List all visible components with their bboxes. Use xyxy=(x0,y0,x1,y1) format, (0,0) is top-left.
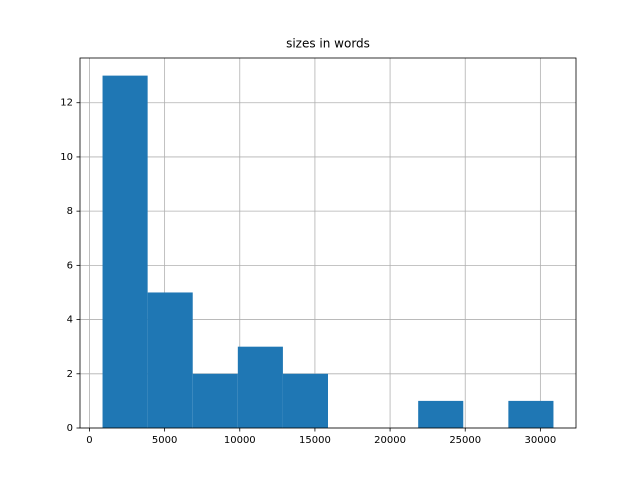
bar xyxy=(237,346,283,428)
plot-frame xyxy=(79,57,577,429)
x-tick-label: 30000 xyxy=(524,435,556,446)
bar xyxy=(192,373,238,428)
y-tick-label: 8 xyxy=(67,206,73,217)
x-tick-label: 25000 xyxy=(449,435,481,446)
x-tick-label: 0 xyxy=(86,435,92,446)
x-tick-label: 5000 xyxy=(152,435,177,446)
bar xyxy=(508,400,554,428)
bar xyxy=(147,292,193,428)
bar xyxy=(282,373,328,428)
bar xyxy=(418,400,464,428)
y-tick-label: 6 xyxy=(67,260,73,271)
y-tick-label: 10 xyxy=(60,152,73,163)
y-tick-label: 2 xyxy=(67,369,73,380)
x-tick-label: 10000 xyxy=(224,435,256,446)
y-tick-label: 4 xyxy=(67,315,73,326)
chart-title: sizes in words xyxy=(286,37,370,51)
x-tick-label: 15000 xyxy=(299,435,331,446)
x-tick-label: 20000 xyxy=(374,435,406,446)
bar xyxy=(102,75,148,428)
y-tick-label: 0 xyxy=(67,423,73,434)
y-tick-label: 12 xyxy=(60,98,73,109)
